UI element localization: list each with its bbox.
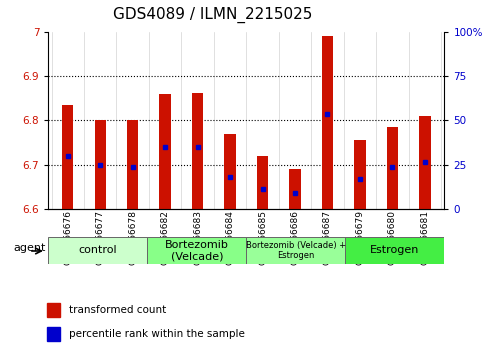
Text: Bortezomib (Velcade) +
Estrogen: Bortezomib (Velcade) + Estrogen [246, 241, 346, 260]
Bar [419, 116, 430, 209]
Bar [387, 127, 398, 209]
Bar [246, 237, 345, 264]
Bar [95, 120, 106, 209]
Text: percentile rank within the sample: percentile rank within the sample [69, 329, 245, 339]
Bar [47, 303, 60, 317]
Bar [289, 169, 301, 209]
Text: control: control [79, 245, 117, 256]
Bar [48, 237, 147, 264]
Text: agent: agent [14, 243, 46, 253]
Bar [62, 105, 73, 209]
Bar [127, 120, 139, 209]
Bar [257, 156, 268, 209]
Bar [225, 134, 236, 209]
Bar [147, 237, 246, 264]
Text: Bortezomib
(Velcade): Bortezomib (Velcade) [165, 240, 229, 261]
Bar [159, 94, 171, 209]
Text: GDS4089 / ILMN_2215025: GDS4089 / ILMN_2215025 [113, 7, 312, 23]
Text: transformed count: transformed count [69, 305, 166, 315]
Bar [192, 93, 203, 209]
Text: Estrogen: Estrogen [370, 245, 420, 256]
Bar [345, 237, 444, 264]
Bar [354, 140, 366, 209]
Bar [322, 36, 333, 209]
Bar [47, 327, 60, 341]
